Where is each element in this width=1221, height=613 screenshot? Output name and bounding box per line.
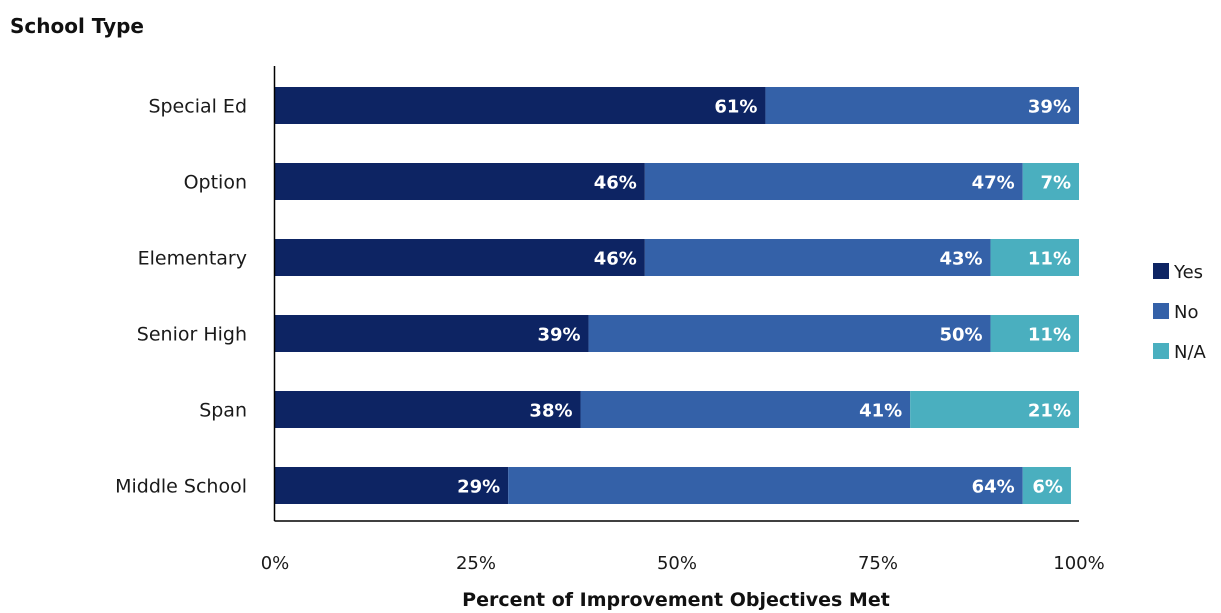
data-label: 47% bbox=[972, 173, 1015, 194]
data-label: 38% bbox=[529, 401, 572, 422]
x-tick-label: 25% bbox=[456, 553, 496, 574]
bar-segment-no bbox=[588, 315, 991, 352]
x-tick-labels: 0% 25% 50% 75% 100% bbox=[261, 553, 1105, 574]
category-label: Middle School bbox=[115, 476, 247, 498]
legend-swatch bbox=[1153, 303, 1169, 319]
bar-segment-n-a bbox=[1022, 163, 1079, 200]
category-labels: Special Ed Option Elementary Senior High Spa… bbox=[115, 96, 247, 498]
bar-segment-no bbox=[644, 239, 991, 276]
data-label: 46% bbox=[594, 173, 637, 194]
bar-segment-no bbox=[580, 391, 911, 428]
bar-segment-no bbox=[765, 87, 1079, 124]
bar-segment-no bbox=[644, 163, 1023, 200]
legend-swatch bbox=[1153, 343, 1169, 359]
bar-segment-no bbox=[508, 467, 1023, 504]
data-label: 41% bbox=[859, 401, 902, 422]
bar-segment-n-a bbox=[1022, 467, 1071, 504]
data-label: 7% bbox=[1040, 173, 1071, 194]
data-label: 64% bbox=[972, 477, 1015, 498]
bar-segment-yes bbox=[275, 315, 589, 352]
axes bbox=[273, 66, 1079, 522]
bar-segment-yes bbox=[275, 163, 645, 200]
x-tick-label: 100% bbox=[1053, 553, 1104, 574]
category-label: Span bbox=[199, 400, 247, 422]
x-tick-label: 0% bbox=[261, 553, 290, 574]
chart-title: School Type bbox=[10, 14, 144, 38]
x-tick-label: 75% bbox=[858, 553, 898, 574]
data-label: 11% bbox=[1028, 249, 1071, 270]
bar-segment-n-a bbox=[990, 239, 1079, 276]
legend-label: N/A bbox=[1174, 342, 1207, 363]
legend-label: Yes bbox=[1173, 262, 1203, 283]
x-tick-label: 50% bbox=[657, 553, 697, 574]
bar-segment-n-a bbox=[990, 315, 1079, 352]
category-label: Elementary bbox=[138, 248, 247, 270]
bar-segment-yes bbox=[275, 87, 766, 124]
bar-segment-yes bbox=[275, 239, 645, 276]
bar-segment-n-a bbox=[910, 391, 1079, 428]
data-label: 39% bbox=[537, 325, 580, 346]
data-label: 6% bbox=[1032, 477, 1063, 498]
data-label: 43% bbox=[939, 249, 982, 270]
category-label: Senior High bbox=[137, 324, 247, 346]
bar-segment-yes bbox=[275, 467, 509, 504]
legend-label: No bbox=[1174, 302, 1198, 323]
data-label: 29% bbox=[457, 477, 500, 498]
legend: Yes No N/A bbox=[1153, 262, 1207, 363]
category-label: Special Ed bbox=[148, 96, 247, 118]
category-label: Option bbox=[184, 172, 247, 194]
bar-segment-yes bbox=[275, 391, 581, 428]
x-axis-title: Percent of Improvement Objectives Met bbox=[462, 589, 890, 611]
data-label: 50% bbox=[939, 325, 982, 346]
bars-group bbox=[275, 87, 1079, 504]
data-label: 21% bbox=[1028, 401, 1071, 422]
value-labels: 61% 39% 46% 47% 7% 46% 43% 11% 39% 50% 11% 38% 41% 21… bbox=[457, 97, 1071, 498]
data-label: 11% bbox=[1028, 325, 1071, 346]
data-label: 39% bbox=[1028, 97, 1071, 118]
data-label: 46% bbox=[594, 249, 637, 270]
legend-swatch bbox=[1153, 263, 1169, 279]
data-label: 61% bbox=[714, 97, 757, 118]
